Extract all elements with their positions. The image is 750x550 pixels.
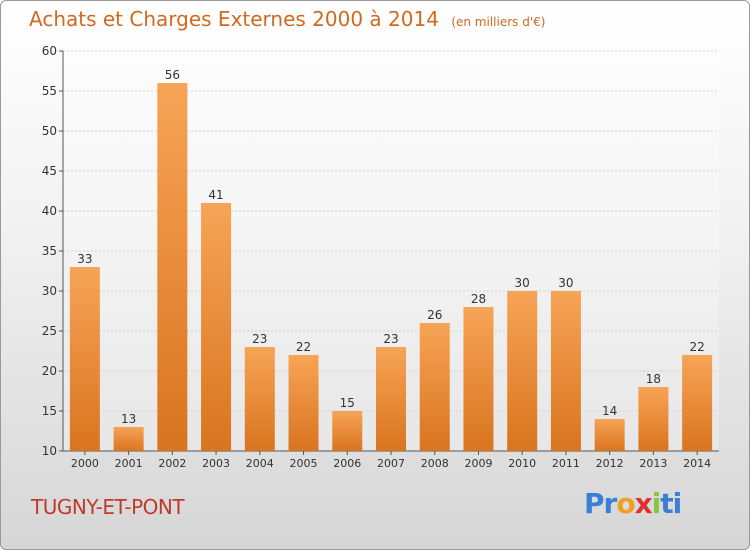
place-name: TUGNY-ET-PONT: [31, 495, 185, 519]
y-tick-label: 15: [42, 404, 57, 418]
x-tick-label: 2009: [464, 457, 492, 470]
bar: [244, 347, 275, 451]
x-tick-label: 2002: [158, 457, 186, 470]
x-tick-label: 2012: [596, 457, 624, 470]
chart-title-text: Achats et Charges Externes 2000 à 2014: [29, 7, 439, 31]
bar-value-label: 56: [165, 68, 180, 82]
bar-value-label: 30: [558, 276, 573, 290]
x-tick-label: 2007: [377, 457, 405, 470]
y-tick-label: 50: [42, 124, 57, 138]
bar: [594, 419, 625, 451]
bar-value-label: 33: [77, 252, 92, 266]
bar-value-label: 14: [602, 404, 617, 418]
x-tick-label: 2005: [290, 457, 318, 470]
x-tick-label: 2000: [71, 457, 99, 470]
bar-value-label: 26: [427, 308, 442, 322]
bar: [157, 83, 188, 451]
y-tick-label: 25: [42, 324, 57, 338]
y-tick-label: 40: [42, 204, 57, 218]
bar: [507, 291, 538, 451]
bar: [376, 347, 406, 451]
bar: [201, 203, 232, 451]
x-tick-label: 2010: [508, 457, 536, 470]
bar-value-label: 18: [646, 372, 661, 386]
bar-value-label: 15: [340, 396, 355, 410]
bar-value-label: 41: [208, 188, 223, 202]
bar: [682, 355, 713, 451]
bar-value-label: 30: [515, 276, 530, 290]
x-tick-label: 2006: [333, 457, 361, 470]
bar: [463, 307, 494, 451]
bar: [332, 411, 363, 451]
y-tick-label: 20: [42, 364, 57, 378]
bar-value-label: 23: [383, 332, 398, 346]
bar-value-label: 23: [252, 332, 267, 346]
bar-value-label: 13: [121, 412, 136, 426]
y-tick-label: 45: [42, 164, 57, 178]
bar-value-label: 22: [296, 340, 311, 354]
bar-value-label: 28: [471, 292, 486, 306]
y-tick-label: 60: [42, 44, 57, 58]
x-tick-label: 2014: [683, 457, 711, 470]
x-tick-label: 2011: [552, 457, 580, 470]
bar: [69, 267, 100, 451]
x-tick-label: 2013: [639, 457, 667, 470]
y-tick-label: 35: [42, 244, 57, 258]
bar: [638, 387, 669, 451]
bar: [113, 427, 144, 451]
x-tick-label: 2001: [115, 457, 143, 470]
chart-subtitle: (en milliers d'€): [451, 15, 546, 29]
bar: [550, 291, 581, 451]
bar: [288, 355, 319, 451]
proxiti-logo: Proxiti: [584, 487, 682, 520]
x-tick-label: 2008: [421, 457, 449, 470]
bar: [419, 323, 450, 451]
chart-title: Achats et Charges Externes 2000 à 2014 (…: [29, 7, 545, 31]
x-tick-label: 2004: [246, 457, 274, 470]
y-tick-label: 55: [42, 84, 57, 98]
y-tick-label: 30: [42, 284, 57, 298]
y-tick-label: 10: [42, 444, 57, 458]
bar-value-label: 22: [689, 340, 704, 354]
x-tick-label: 2003: [202, 457, 230, 470]
